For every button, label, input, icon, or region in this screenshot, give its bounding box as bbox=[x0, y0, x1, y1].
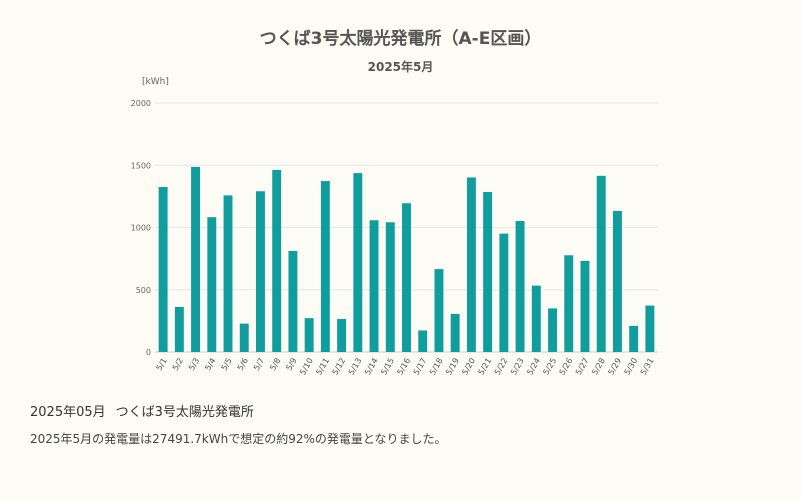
x-tick-label: 5/23 bbox=[509, 357, 526, 377]
bar-5/2 bbox=[174, 306, 184, 352]
bar-5/26 bbox=[564, 255, 574, 352]
bar-5/23 bbox=[515, 221, 525, 352]
bar-5/25 bbox=[548, 308, 557, 352]
bar-5/6 bbox=[239, 323, 249, 352]
bar-5/28 bbox=[596, 175, 606, 352]
bar-5/8 bbox=[272, 169, 282, 352]
bar-5/9 bbox=[288, 250, 298, 352]
x-tick-label: 5/19 bbox=[444, 357, 461, 377]
bar-5/29 bbox=[612, 210, 622, 352]
x-tick-label: 5/17 bbox=[412, 357, 429, 377]
summary-month: 2025年05月 bbox=[30, 405, 106, 420]
bar-5/3 bbox=[191, 166, 201, 352]
x-tick-label: 5/8 bbox=[268, 357, 282, 373]
x-tick-label: 5/4 bbox=[203, 357, 217, 373]
bar-5/21 bbox=[483, 192, 493, 352]
x-tick-label: 5/7 bbox=[252, 357, 266, 373]
x-tick-label: 5/3 bbox=[187, 357, 201, 373]
x-tick-label: 5/6 bbox=[236, 357, 250, 373]
x-tick-label: 5/27 bbox=[574, 357, 591, 377]
y-tick-label: 500 bbox=[136, 286, 151, 295]
x-tick-label: 5/26 bbox=[558, 357, 575, 377]
x-tick-label: 5/20 bbox=[460, 357, 477, 377]
y-tick-label: 1000 bbox=[131, 224, 151, 233]
bar-5/17 bbox=[418, 330, 428, 352]
x-tick-label: 5/1 bbox=[155, 357, 169, 373]
bar-5/1 bbox=[158, 187, 168, 352]
bar-5/10 bbox=[304, 318, 314, 352]
x-tick-label: 5/14 bbox=[363, 357, 380, 377]
bar-5/18 bbox=[434, 269, 444, 352]
bar-5/19 bbox=[450, 313, 460, 352]
bar-5/15 bbox=[385, 222, 395, 352]
x-tick-label: 5/10 bbox=[298, 357, 315, 377]
bar-5/11 bbox=[320, 181, 330, 352]
bar-5/30 bbox=[629, 325, 639, 352]
bar-5/31 bbox=[645, 305, 655, 352]
y-tick-label: 1500 bbox=[131, 161, 151, 170]
x-tick-label: 5/15 bbox=[379, 357, 396, 377]
bar-5/14 bbox=[369, 220, 379, 352]
x-tick-label: 5/25 bbox=[541, 357, 558, 377]
bar-5/13 bbox=[353, 173, 363, 352]
x-tick-label: 5/2 bbox=[171, 357, 185, 373]
bar-5/24 bbox=[531, 285, 541, 352]
y-tick-label: 2000 bbox=[131, 99, 151, 108]
bar-5/7 bbox=[256, 191, 265, 352]
y-tick-label: 0 bbox=[146, 348, 151, 357]
x-tick-label: 5/13 bbox=[347, 357, 364, 377]
x-tick-label: 5/11 bbox=[314, 357, 331, 377]
x-tick-label: 5/18 bbox=[428, 357, 445, 377]
chart-subtitle: 2025年5月 bbox=[367, 60, 434, 74]
x-tick-label: 5/31 bbox=[639, 357, 656, 377]
summary-text: 2025年5月の発電量は27491.7kWhで想定の約92%の発電量となりました… bbox=[30, 432, 447, 446]
bar-5/20 bbox=[466, 177, 476, 352]
x-tick-label: 5/5 bbox=[220, 357, 234, 373]
summary-plant-name: つくば3号太陽光発電所 bbox=[115, 405, 254, 420]
y-axis-unit-label: [kWh] bbox=[142, 77, 169, 87]
x-tick-label: 5/30 bbox=[623, 357, 640, 377]
x-tick-label: 5/9 bbox=[284, 357, 298, 373]
x-tick-label: 5/28 bbox=[590, 357, 607, 377]
bar-chart: 0 500 1000 1500 2000 5/1 5/2 5/3 5/4 5/5 5/6 5/7 5/8… bbox=[131, 99, 658, 377]
x-tick-label: 5/29 bbox=[606, 357, 623, 377]
x-tick-label: 5/22 bbox=[493, 357, 510, 377]
x-tick-label: 5/16 bbox=[395, 357, 412, 377]
bar-5/5 bbox=[223, 195, 233, 352]
summary-heading: 2025年05月 つくば3号太陽光発電所 bbox=[30, 401, 254, 420]
bar-5/16 bbox=[402, 203, 411, 352]
bar-5/27 bbox=[580, 260, 590, 352]
chart-title: つくば3号太陽光発電所（A-E区画） bbox=[259, 29, 542, 49]
x-tick-label: 5/12 bbox=[331, 357, 348, 377]
bar-5/22 bbox=[499, 233, 509, 352]
bar-5/12 bbox=[337, 319, 347, 352]
bar-5/4 bbox=[207, 217, 217, 352]
x-tick-label: 5/24 bbox=[525, 357, 542, 377]
x-tick-label: 5/21 bbox=[477, 357, 494, 377]
